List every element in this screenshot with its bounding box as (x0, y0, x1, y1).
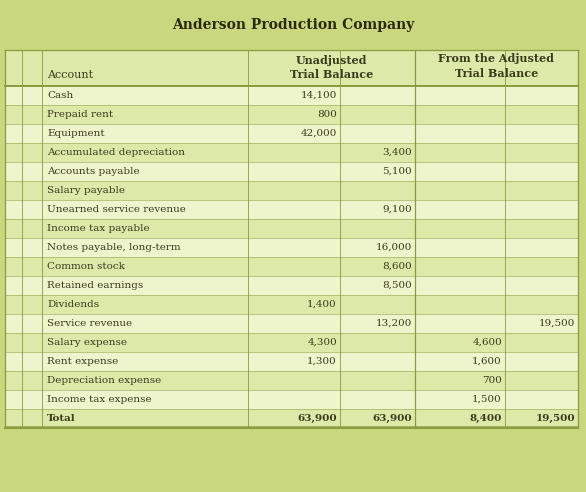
Text: Salary expense: Salary expense (47, 338, 127, 347)
Bar (5, 276, 578, 295)
Text: Prepaid rent: Prepaid rent (47, 110, 113, 119)
Text: Accounts payable: Accounts payable (47, 167, 139, 176)
Text: 1,300: 1,300 (307, 357, 337, 366)
Text: 1,400: 1,400 (307, 300, 337, 309)
Bar (578, 50, 586, 428)
Text: Accumulated depreciation: Accumulated depreciation (47, 148, 185, 157)
Bar (5, 238, 578, 257)
Text: 1,600: 1,600 (472, 357, 502, 366)
Text: 8,500: 8,500 (382, 281, 412, 290)
Text: 9,100: 9,100 (382, 205, 412, 214)
Text: 16,000: 16,000 (376, 243, 412, 252)
Text: 800: 800 (317, 110, 337, 119)
Text: 4,300: 4,300 (307, 338, 337, 347)
Text: Dividends: Dividends (47, 300, 99, 309)
Text: 63,900: 63,900 (297, 414, 337, 423)
Text: 8,600: 8,600 (382, 262, 412, 271)
Text: 700: 700 (482, 376, 502, 385)
Text: Notes payable, long-term: Notes payable, long-term (47, 243, 180, 252)
Text: 19,500: 19,500 (539, 319, 575, 328)
Text: Cash: Cash (47, 91, 73, 100)
Bar (0, 50, 5, 428)
Bar (5, 124, 578, 143)
Bar (5, 390, 578, 409)
Text: 13,200: 13,200 (376, 319, 412, 328)
Bar (5, 295, 578, 314)
Bar (5, 371, 578, 390)
Text: 8,400: 8,400 (469, 414, 502, 423)
Bar (5, 257, 578, 276)
Text: 1,500: 1,500 (472, 395, 502, 404)
Bar (5, 333, 578, 352)
Text: Trial Balance: Trial Balance (290, 69, 373, 80)
Text: From the Adjusted: From the Adjusted (438, 53, 554, 64)
Bar (5, 352, 578, 371)
Bar (5, 200, 578, 219)
Text: 19,500: 19,500 (536, 414, 575, 423)
Text: Depreciation expense: Depreciation expense (47, 376, 161, 385)
Bar (5, 314, 578, 333)
Bar (0, 0, 586, 50)
Text: Rent expense: Rent expense (47, 357, 118, 366)
Bar (5, 143, 578, 162)
Text: Unearned service revenue: Unearned service revenue (47, 205, 186, 214)
Bar (0, 428, 586, 492)
Bar (5, 86, 578, 105)
Text: Retained earnings: Retained earnings (47, 281, 143, 290)
Text: Income tax payable: Income tax payable (47, 224, 149, 233)
Text: 3,400: 3,400 (382, 148, 412, 157)
Text: Account: Account (47, 70, 93, 80)
Text: 14,100: 14,100 (301, 91, 337, 100)
Bar (5, 409, 578, 428)
Text: Income tax expense: Income tax expense (47, 395, 152, 404)
Text: 42,000: 42,000 (301, 129, 337, 138)
Text: Trial Balance: Trial Balance (455, 67, 538, 79)
Bar (5, 105, 578, 124)
Bar (5, 219, 578, 238)
Text: 4,600: 4,600 (472, 338, 502, 347)
Text: 63,900: 63,900 (372, 414, 412, 423)
Text: Service revenue: Service revenue (47, 319, 132, 328)
Text: 5,100: 5,100 (382, 167, 412, 176)
Text: Anderson Production Company: Anderson Production Company (172, 18, 414, 32)
Bar (5, 162, 578, 181)
Text: Salary payable: Salary payable (47, 186, 125, 195)
Text: Common stock: Common stock (47, 262, 125, 271)
Bar (5, 181, 578, 200)
Bar (5, 50, 578, 86)
Text: Equipment: Equipment (47, 129, 105, 138)
Text: Unadjusted: Unadjusted (296, 55, 367, 66)
Text: Total: Total (47, 414, 76, 423)
